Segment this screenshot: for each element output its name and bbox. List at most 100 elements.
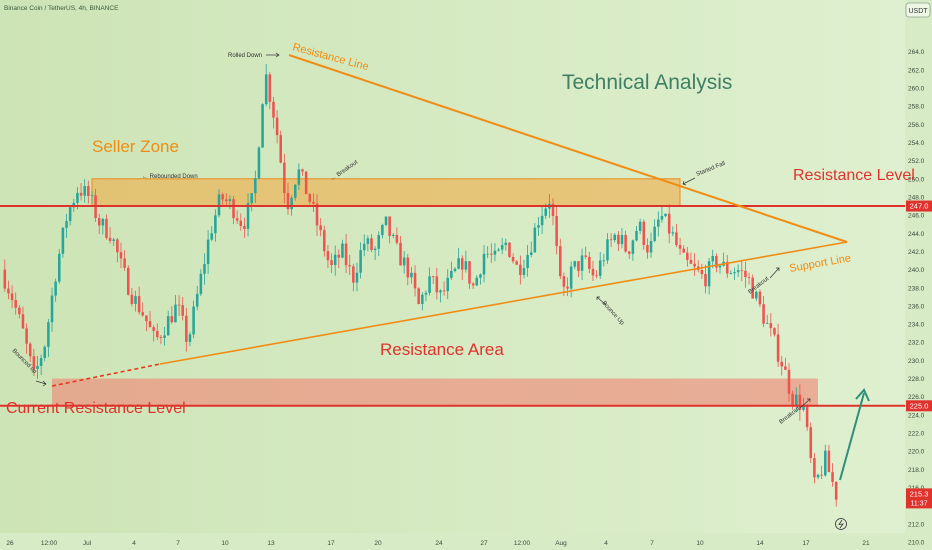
candle-body: [163, 335, 166, 338]
y-tick-label: 224.0: [908, 412, 925, 419]
candle-body: [715, 256, 718, 268]
candle-body: [39, 358, 43, 366]
candle-body: [217, 194, 221, 216]
y-tick-label: 260.0: [908, 86, 925, 93]
candle-body: [373, 248, 377, 251]
y-tick-label: 240.0: [908, 267, 925, 274]
resistance-area-label: Resistance Area: [380, 340, 504, 359]
candle-body: [68, 207, 72, 222]
candlesticks: [3, 64, 838, 507]
candle-body: [366, 238, 370, 244]
x-tick-label: 10: [696, 540, 704, 547]
candle-body: [283, 162, 286, 193]
candle-body: [624, 234, 627, 252]
candle-body: [384, 216, 388, 225]
countdown-text: 11:37: [911, 500, 928, 507]
candle-body: [250, 193, 253, 204]
candle-body: [130, 294, 134, 304]
x-tick-label: 27: [480, 540, 488, 547]
rebounded-down-label: ← Rebounded Down: [142, 174, 198, 180]
candle-body: [326, 251, 330, 261]
candle-body: [370, 238, 373, 251]
candle-body: [511, 257, 515, 262]
candle-body: [395, 234, 399, 243]
candle-body: [537, 225, 540, 228]
candle-body: [275, 117, 279, 136]
candle-body: [79, 192, 83, 196]
candle-body: [119, 252, 123, 259]
projection-arrow: [839, 388, 870, 481]
candle-body: [428, 276, 431, 293]
candle-body: [159, 337, 163, 338]
candle-body: [297, 169, 301, 185]
support-trend-line-dashed: [51, 363, 161, 387]
y-tick-label: 252.0: [908, 158, 925, 165]
lightning-icon[interactable]: [835, 518, 847, 530]
x-tick-label: 13: [267, 540, 275, 547]
y-tick-label: 210.0: [908, 540, 925, 547]
candle-body: [816, 474, 820, 478]
candle-body: [330, 260, 333, 266]
candle-body: [264, 74, 268, 105]
candle-body: [566, 286, 569, 289]
candle-body: [166, 316, 170, 336]
candle-body: [348, 265, 351, 267]
candle-body: [206, 239, 210, 265]
y-tick-label: 242.0: [908, 249, 925, 256]
candle-body: [508, 242, 511, 258]
candle-body: [660, 216, 664, 220]
candle-body: [755, 291, 758, 299]
candle-body: [519, 264, 522, 275]
candle-body: [613, 234, 616, 241]
bounced-up-arrow: [35, 380, 47, 387]
x-tick-label: 26: [6, 540, 14, 547]
candle-body: [417, 288, 420, 304]
candle-body: [791, 393, 794, 406]
candle-body: [736, 270, 740, 273]
x-tick-label: 7: [176, 540, 180, 547]
candle-body: [726, 261, 729, 274]
candle-body: [733, 272, 736, 274]
candle-body: [526, 254, 529, 269]
candle-body: [798, 394, 802, 410]
candle-body: [682, 248, 685, 253]
currency-badge[interactable]: USDT: [905, 2, 931, 18]
x-tick-label: 17: [802, 540, 810, 547]
candle-body: [468, 261, 471, 284]
candle-body: [293, 184, 297, 198]
resistance-trend-line: [288, 54, 848, 243]
y-tick-label: 238.0: [908, 285, 925, 292]
chart-title: Technical Analysis: [562, 71, 732, 94]
candle-body: [765, 323, 769, 324]
candle-body: [337, 254, 341, 258]
candle-body: [228, 199, 232, 201]
candle-body: [210, 233, 214, 240]
candle-body: [28, 343, 32, 357]
candle-body: [359, 250, 362, 273]
candle-body: [301, 169, 304, 172]
candle-body: [308, 194, 312, 202]
candle-body: [711, 256, 715, 262]
candle-body: [126, 267, 130, 295]
candle-body: [261, 104, 264, 148]
candle-body: [170, 316, 174, 323]
y-tick-label: 244.0: [908, 231, 925, 238]
candle-body: [762, 304, 765, 324]
candle-body: [649, 240, 653, 253]
bounce-up-arrow: [596, 296, 607, 306]
candle-body: [61, 227, 65, 254]
candle-body: [272, 101, 275, 118]
candle-body: [410, 272, 413, 278]
candle-body: [134, 296, 137, 304]
candle-body: [10, 293, 14, 301]
candle-body: [123, 258, 126, 268]
candle-body: [504, 242, 508, 246]
resistance-level-label: Resistance Level: [793, 167, 915, 184]
y-tick-label: 250.0: [908, 176, 925, 183]
candle-body: [780, 361, 783, 367]
candle-body: [479, 274, 482, 278]
candle-body: [573, 261, 577, 267]
candle-body: [475, 277, 479, 286]
candle-body: [76, 192, 79, 203]
